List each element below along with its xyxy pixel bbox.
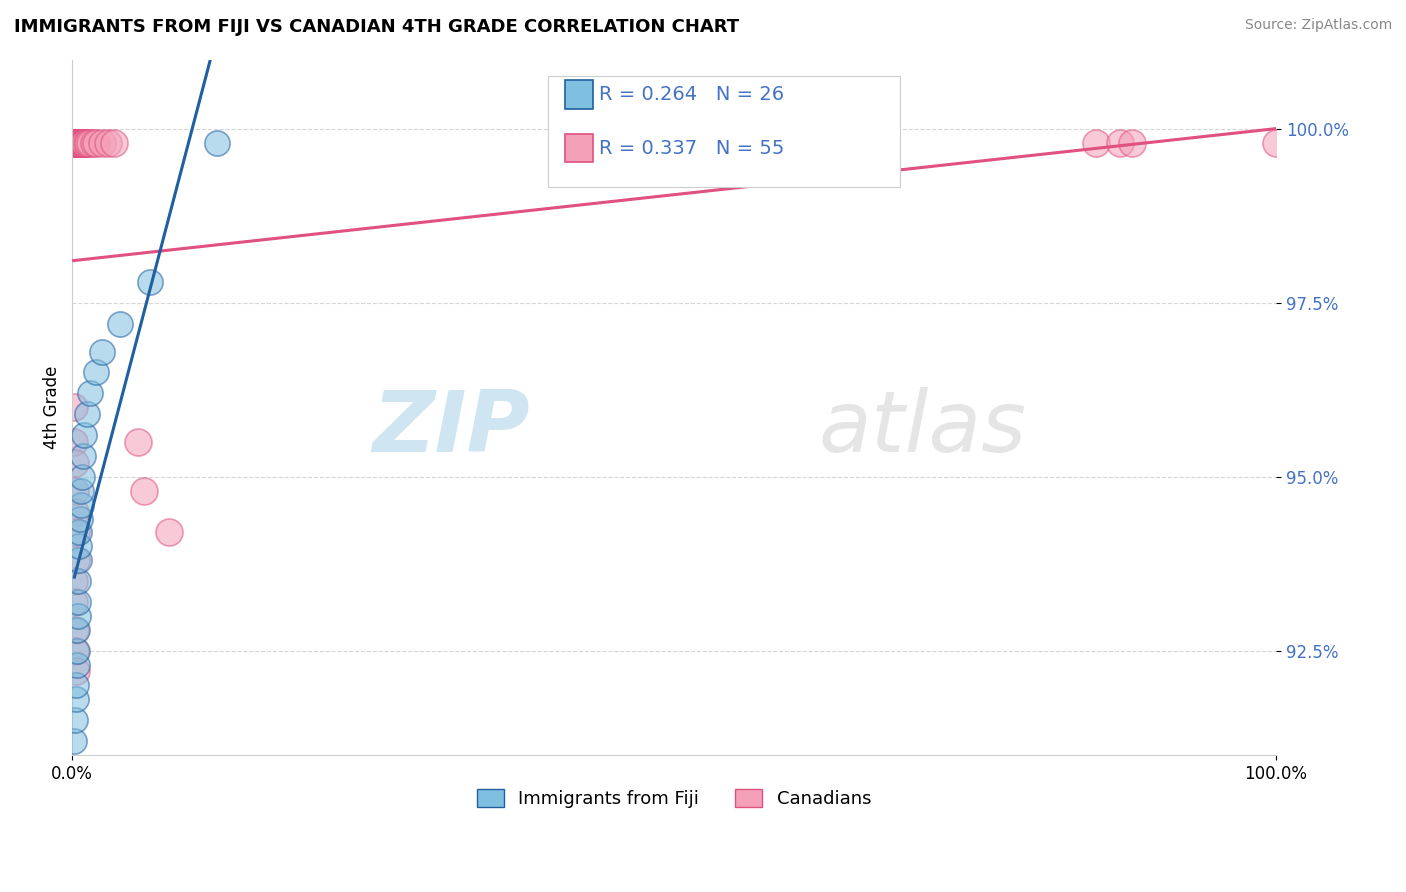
- Point: [73, 136, 96, 150]
- Point: [63, 435, 86, 450]
- Point: [79, 386, 101, 401]
- Point: [66, 136, 89, 150]
- Point: [76, 407, 98, 421]
- Point: [65, 525, 87, 540]
- Point: [66, 595, 89, 609]
- Point: [72, 136, 94, 150]
- Point: [65, 504, 87, 518]
- Point: [69, 498, 91, 512]
- Point: [70, 136, 93, 150]
- Point: [63, 595, 86, 609]
- Point: [67, 553, 90, 567]
- Point: [65, 713, 87, 727]
- Point: [63, 136, 86, 150]
- Point: [75, 136, 97, 150]
- Point: [63, 136, 86, 150]
- Point: [66, 608, 89, 623]
- Point: [65, 553, 87, 567]
- Point: [139, 275, 162, 289]
- Point: [70, 483, 93, 498]
- Point: [67, 539, 90, 553]
- Point: [79, 136, 101, 150]
- Point: [69, 525, 91, 540]
- Point: [1084, 136, 1107, 150]
- Point: [70, 136, 93, 150]
- Point: [1265, 136, 1288, 150]
- Point: [73, 428, 96, 442]
- Text: R = 0.264   N = 26: R = 0.264 N = 26: [599, 85, 785, 104]
- Point: [62, 136, 84, 150]
- Text: ZIP: ZIP: [373, 386, 530, 469]
- Point: [63, 623, 86, 637]
- Text: atlas: atlas: [818, 386, 1026, 469]
- Point: [65, 136, 87, 150]
- Point: [91, 136, 114, 150]
- Point: [127, 435, 149, 450]
- Point: [65, 665, 87, 679]
- Point: [65, 136, 87, 150]
- Point: [157, 525, 180, 540]
- Point: [67, 574, 90, 588]
- Point: [65, 678, 87, 692]
- Point: [103, 136, 125, 150]
- Point: [66, 136, 89, 150]
- Point: [66, 136, 89, 150]
- Point: [69, 136, 91, 150]
- Text: Source: ZipAtlas.com: Source: ZipAtlas.com: [1244, 18, 1392, 32]
- Legend: Immigrants from Fiji, Canadians: Immigrants from Fiji, Canadians: [470, 781, 879, 815]
- Point: [91, 344, 114, 359]
- Point: [63, 456, 86, 470]
- Point: [83, 136, 105, 150]
- Point: [1108, 136, 1130, 150]
- Point: [70, 470, 93, 484]
- Point: [72, 449, 94, 463]
- Point: [134, 483, 156, 498]
- Point: [97, 136, 120, 150]
- Point: [69, 136, 91, 150]
- Point: [66, 136, 89, 150]
- Point: [72, 136, 94, 150]
- Point: [65, 136, 87, 150]
- Y-axis label: 4th Grade: 4th Grade: [44, 366, 60, 449]
- Point: [66, 657, 89, 672]
- Point: [63, 136, 86, 150]
- Point: [110, 317, 132, 331]
- Point: [73, 136, 96, 150]
- Point: [67, 136, 90, 150]
- Point: [66, 136, 89, 150]
- Point: [66, 643, 89, 657]
- Point: [65, 136, 87, 150]
- Point: [63, 483, 86, 498]
- Point: [65, 643, 87, 657]
- Point: [69, 511, 91, 525]
- Point: [76, 136, 98, 150]
- Point: [65, 136, 87, 150]
- Point: [67, 136, 90, 150]
- Point: [84, 136, 107, 150]
- Text: R = 0.337   N = 55: R = 0.337 N = 55: [599, 138, 785, 158]
- Point: [63, 401, 86, 415]
- Point: [77, 136, 100, 150]
- Point: [662, 136, 685, 150]
- Point: [205, 136, 228, 150]
- Text: IMMIGRANTS FROM FIJI VS CANADIAN 4TH GRADE CORRELATION CHART: IMMIGRANTS FROM FIJI VS CANADIAN 4TH GRA…: [14, 18, 740, 36]
- Point: [84, 366, 107, 380]
- Point: [63, 734, 86, 748]
- Point: [65, 692, 87, 706]
- Point: [69, 136, 91, 150]
- Point: [63, 136, 86, 150]
- Point: [66, 623, 89, 637]
- Point: [63, 574, 86, 588]
- Point: [1121, 136, 1143, 150]
